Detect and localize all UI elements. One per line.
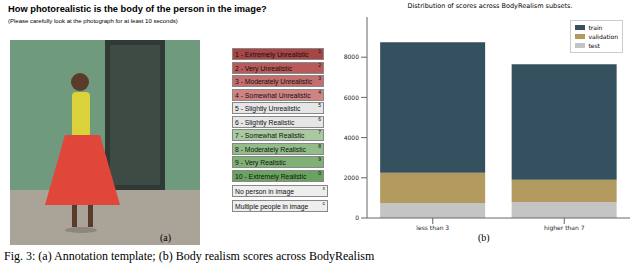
svg-text:8000: 8000 [344,53,359,60]
html-text:train: train [588,24,603,31]
html-text:How photorealistic is the body: How photorealistic is the body of the pe… [8,4,267,14]
html-text:1 - Extremely Unrealistic: 1 - Extremely Unrealistic [235,51,309,58]
html-text:Multiple people in image: Multiple people in image [235,203,309,210]
html-text:7: 7 [318,129,321,135]
html-text:(b): (b) [478,232,490,243]
html-text:x: x [322,185,325,191]
html-text:No person in image: No person in image [235,188,294,195]
html-text:9 - Very Realistic: 9 - Very Realistic [235,159,286,166]
svg-text:less than 3: less than 3 [416,224,449,231]
html-text:10 - Extremely Realistic: 10 - Extremely Realistic [235,172,307,180]
svg-text:4000: 4000 [344,134,359,141]
html-text:7 - Somewhat Realistic: 7 - Somewhat Realistic [235,132,305,139]
svg-text:0: 0 [355,214,359,221]
html-text:Distribution of scores across: Distribution of scores across BodyRealis… [407,2,573,10]
html-text:3 - Moderately Unrealistic: 3 - Moderately Unrealistic [235,78,313,85]
html-text:8 - Moderately Realistic: 8 - Moderately Realistic [235,145,306,153]
html-text:5 - Slightly Unrealistic: 5 - Slightly Unrealistic [235,105,301,112]
html-text:0: 0 [318,169,321,176]
html-text:3: 3 [318,75,321,81]
html-text:Fig. 3: (a) Annotation templat: Fig. 3: (a) Annotation template; (b) Bod… [4,249,375,263]
html-text:(a): (a) [160,232,172,243]
html-text:4: 4 [318,88,321,95]
html-text:4 - Somewhat Unrealistic: 4 - Somewhat Unrealistic [235,91,311,99]
html-text:1: 1 [318,48,321,54]
html-text:2: 2 [318,61,321,68]
html-text:6 - Slightly Realistic: 6 - Slightly Realistic [235,118,295,126]
html-text:6: 6 [318,115,321,122]
html-text:c: c [322,200,325,206]
svg-text:2000: 2000 [344,174,359,181]
svg-text:higher than 7: higher than 7 [544,224,585,232]
html-text:validation: validation [588,33,618,40]
html-text:(Please carefully look at the: (Please carefully look at the photograph… [8,18,178,24]
html-text:2 - Very Unrealistic: 2 - Very Unrealistic [235,64,292,72]
html-text:9: 9 [318,156,321,162]
html-text:test: test [588,42,600,49]
html-text:8: 8 [318,142,321,149]
html-text:5: 5 [318,102,321,108]
svg-text:6000: 6000 [344,94,359,101]
